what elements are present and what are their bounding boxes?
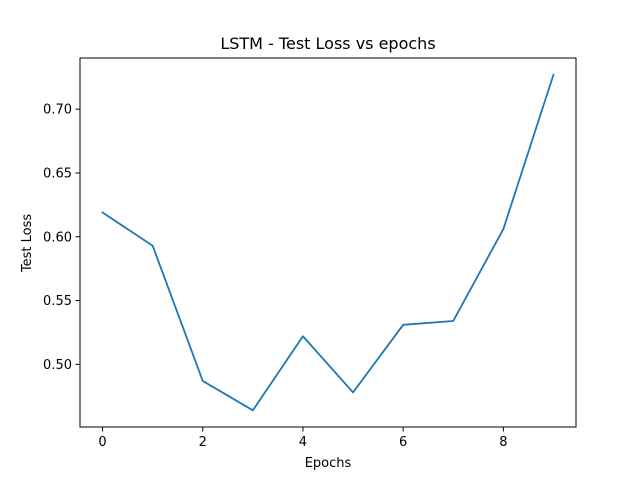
x-tick-label: 0 [98, 435, 106, 450]
x-tick-label: 2 [199, 435, 207, 450]
y-tick-label: 0.55 [43, 294, 72, 309]
y-axis-label: Test Loss [20, 214, 35, 273]
y-tick-label: 0.65 [43, 166, 72, 181]
plot-frame [79, 57, 577, 428]
chart-title: LSTM - Test Loss vs epochs [220, 34, 435, 53]
x-tick-label: 6 [399, 435, 407, 450]
y-tick-label: 0.60 [43, 230, 72, 245]
x-axis-label: Epochs [305, 456, 352, 471]
series-line-0 [101, 73, 555, 412]
x-tick-label: 8 [499, 435, 507, 450]
y-tick-label: 0.70 [43, 103, 72, 118]
x-tick-label: 4 [299, 435, 307, 450]
y-tick-label: 0.50 [43, 358, 72, 373]
plot-area: 0 2 4 6 8 0.50 0.55 0.60 0.65 0.70 [43, 57, 577, 450]
